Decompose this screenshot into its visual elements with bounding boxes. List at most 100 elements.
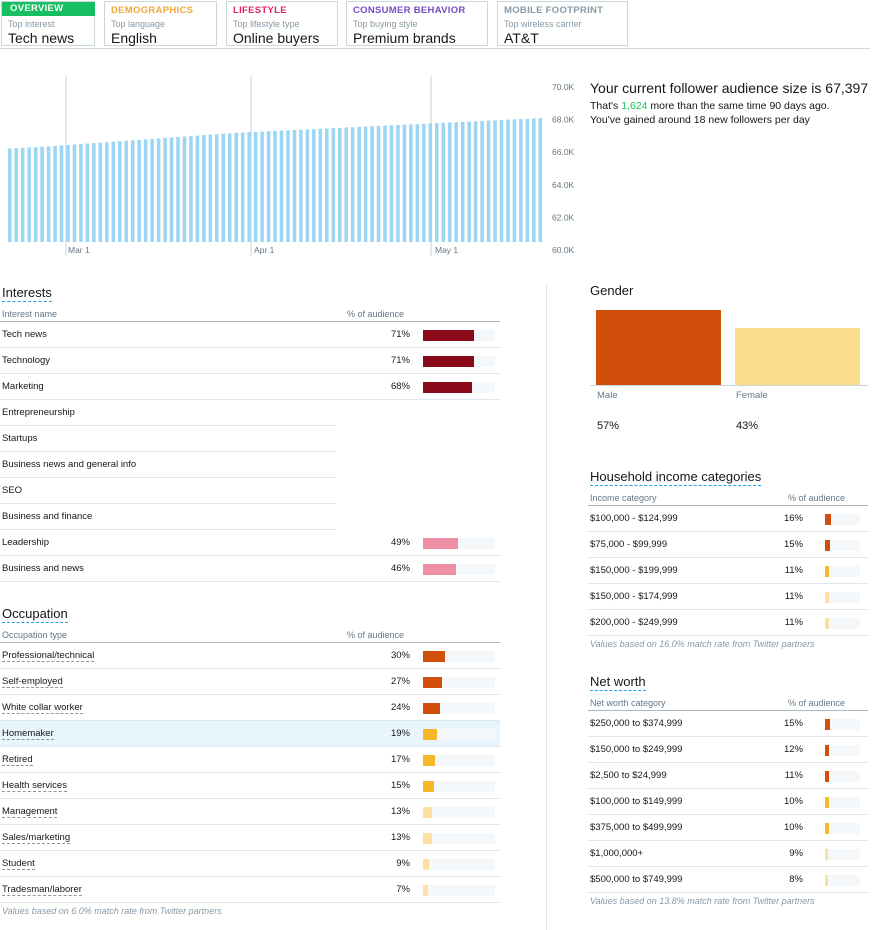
networth-row[interactable]: $150,000 to $249,999 12% <box>588 737 868 763</box>
follower-bar[interactable] <box>124 140 129 242</box>
occupation-name[interactable]: Self-employed <box>2 676 63 688</box>
follower-bar[interactable] <box>59 145 64 242</box>
follower-bar[interactable] <box>493 120 497 242</box>
occupation-name[interactable]: Student <box>2 858 35 870</box>
tab-consumer-behavior[interactable]: CONSUMER BEHAVIOR Top buying style Premi… <box>346 1 488 46</box>
income-row[interactable]: $200,000 - $249,999 11% <box>588 610 868 636</box>
follower-bar[interactable] <box>208 134 213 242</box>
income-row[interactable]: $150,000 - $199,999 11% <box>588 558 868 584</box>
occupation-name[interactable]: Health services <box>2 780 67 792</box>
follower-bar[interactable] <box>247 132 251 242</box>
occupation-row[interactable]: Tradesman/laborer 7% <box>0 877 500 903</box>
follower-bar[interactable] <box>441 122 446 242</box>
interests-row[interactable]: Business and news 46% <box>0 556 500 582</box>
follower-bar[interactable] <box>402 124 407 242</box>
occupation-name[interactable]: Sales/marketing <box>2 832 71 844</box>
follower-bar[interactable] <box>98 142 103 242</box>
follower-bar[interactable] <box>454 122 458 242</box>
follower-bar[interactable] <box>480 120 484 242</box>
interests-row[interactable]: Leadership 49% <box>0 530 500 556</box>
interests-row[interactable]: Business and finance <box>0 504 336 530</box>
follower-bar[interactable] <box>422 123 426 242</box>
occupation-name[interactable]: White collar worker <box>2 702 83 714</box>
follower-bar[interactable] <box>279 130 284 242</box>
follower-bar[interactable] <box>176 137 180 242</box>
follower-bar[interactable] <box>318 128 323 242</box>
follower-bar[interactable] <box>409 124 413 242</box>
follower-bar[interactable] <box>143 139 148 242</box>
follower-bar[interactable] <box>305 129 310 242</box>
occupation-name[interactable]: Management <box>2 806 58 818</box>
follower-bar[interactable] <box>331 128 336 242</box>
occupation-row[interactable]: Self-employed 27% <box>0 669 500 695</box>
follower-bar[interactable] <box>234 132 239 242</box>
follower-bar[interactable] <box>299 129 303 242</box>
follower-bar[interactable] <box>370 126 374 242</box>
follower-bar[interactable] <box>117 141 122 242</box>
follower-bar[interactable] <box>79 144 83 242</box>
follower-bar[interactable] <box>182 136 187 243</box>
occupation-name[interactable]: Retired <box>2 754 33 766</box>
follower-bar[interactable] <box>27 147 31 243</box>
interests-row[interactable]: Startups <box>0 426 336 452</box>
follower-bar[interactable] <box>150 138 154 242</box>
tab-demographics[interactable]: DEMOGRAPHICS Top language English <box>104 1 217 46</box>
occupation-row[interactable]: Sales/marketing 13% <box>0 825 500 851</box>
follower-bar[interactable] <box>221 133 226 242</box>
follower-bar[interactable] <box>253 131 258 242</box>
networth-row[interactable]: $2,500 to $24,999 11% <box>588 763 868 789</box>
follower-bar[interactable] <box>169 137 174 243</box>
occupation-row[interactable]: Homemaker 19% <box>0 721 500 747</box>
follower-bar[interactable] <box>312 129 316 242</box>
follower-bar[interactable] <box>202 135 206 242</box>
follower-bar[interactable] <box>538 118 543 242</box>
follower-bar[interactable] <box>156 138 161 242</box>
follower-bar[interactable] <box>467 121 471 242</box>
occupation-name[interactable]: Tradesman/laborer <box>2 884 82 896</box>
follower-bar[interactable] <box>473 121 478 242</box>
follower-bar[interactable] <box>215 134 219 242</box>
tab-overview[interactable]: OVERVIEW Top interest Tech news <box>1 1 95 46</box>
follower-bar[interactable] <box>486 120 491 242</box>
follower-bar[interactable] <box>273 130 277 242</box>
interests-row[interactable]: Entrepreneurship <box>0 400 336 426</box>
follower-bar[interactable] <box>415 124 420 242</box>
follower-bar[interactable] <box>396 125 400 242</box>
tab-mobile-footprint[interactable]: MOBILE FOOTPRINT Top wireless carrier AT… <box>497 1 628 46</box>
follower-bar[interactable] <box>350 127 355 242</box>
networth-row[interactable]: $250,000 to $374,999 15% <box>588 711 868 737</box>
follower-bar[interactable] <box>46 146 51 242</box>
follower-bar[interactable] <box>266 131 271 242</box>
income-row[interactable]: $100,000 - $124,999 16% <box>588 506 868 532</box>
follower-bar[interactable] <box>532 118 536 242</box>
follower-bar[interactable] <box>435 123 439 242</box>
follower-bar[interactable] <box>72 144 77 243</box>
networth-row[interactable]: $1,000,000+ 9% <box>588 841 868 867</box>
follower-bar[interactable] <box>499 120 504 242</box>
follower-bar[interactable] <box>240 132 245 243</box>
follower-bar[interactable] <box>137 139 141 242</box>
tab-lifestyle[interactable]: LIFESTYLE Top lifestyle type Online buye… <box>226 1 338 46</box>
follower-bar[interactable] <box>389 125 394 242</box>
follower-bar[interactable] <box>292 130 297 242</box>
networth-row[interactable]: $375,000 to $499,999 10% <box>588 815 868 841</box>
occupation-row[interactable]: Health services 15% <box>0 773 500 799</box>
interests-row[interactable]: Marketing 68% <box>0 374 500 400</box>
income-row[interactable]: $75,000 - $99,999 15% <box>588 532 868 558</box>
occupation-row[interactable]: Retired 17% <box>0 747 500 773</box>
networth-row[interactable]: $100,000 to $149,999 10% <box>588 789 868 815</box>
occupation-name[interactable]: Homemaker <box>2 728 54 740</box>
follower-bar[interactable] <box>20 147 25 242</box>
follower-bar[interactable] <box>286 130 290 242</box>
follower-bar[interactable] <box>376 125 381 242</box>
follower-bar[interactable] <box>519 119 523 242</box>
follower-bar[interactable] <box>130 140 135 242</box>
follower-bar[interactable] <box>40 146 44 242</box>
occupation-row[interactable]: Professional/technical 30% <box>0 643 500 669</box>
follower-bar[interactable] <box>260 131 264 242</box>
follower-bar[interactable] <box>111 141 116 242</box>
follower-bar[interactable] <box>105 142 109 242</box>
follower-bar[interactable] <box>33 147 38 242</box>
occupation-name[interactable]: Professional/technical <box>2 650 95 662</box>
follower-bar[interactable] <box>92 143 96 242</box>
